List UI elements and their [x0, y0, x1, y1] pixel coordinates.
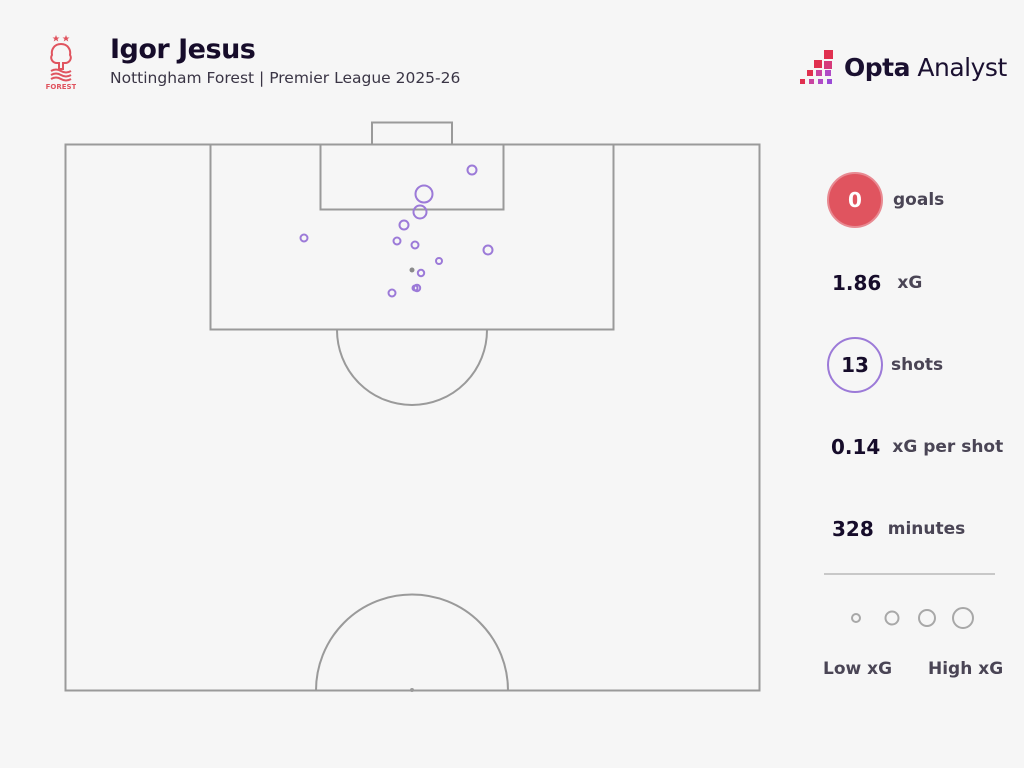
xg-per-shot-label: xG per shot [892, 437, 1004, 457]
stat-xg: 1.86 xG [832, 271, 922, 295]
shot-marker [410, 240, 420, 250]
center-circle [315, 593, 509, 691]
shot-marker [387, 288, 397, 298]
legend-circle-xs [851, 613, 861, 623]
team-season-subtitle: Nottingham Forest | Premier League 2025-… [110, 69, 461, 87]
shot-map-pitch [64, 121, 761, 692]
goal [371, 121, 453, 146]
stat-goals: 0 goals [827, 172, 944, 228]
legend-high-xg: High xG [928, 659, 1004, 679]
brand-name-light: Analyst [909, 53, 1007, 82]
shot-marker [416, 268, 426, 278]
shot-marker [482, 244, 494, 256]
goals-label: goals [893, 190, 945, 210]
shot-marker [392, 236, 402, 246]
shot-marker [412, 204, 428, 220]
svg-text:FOREST: FOREST [46, 83, 76, 90]
stat-shots: 13 shots [827, 337, 943, 393]
shot-marker [398, 219, 410, 231]
brand-name-bold: Opta [844, 53, 910, 82]
penalty-box [209, 143, 615, 331]
legend-circle-s [884, 610, 900, 626]
shot-marker [299, 233, 309, 243]
blocked-shot-dot [409, 267, 415, 273]
legend-circle-l [952, 607, 974, 629]
shot-marker [414, 184, 434, 204]
center-spot [410, 688, 414, 692]
stat-minutes: 328 minutes [832, 517, 965, 541]
goals-badge: 0 [827, 172, 883, 228]
shot-marker [435, 257, 443, 265]
opta-analyst-logo: Opta Analyst [798, 48, 1008, 88]
xg-size-legend [851, 607, 974, 629]
opta-logo-mark-icon [800, 50, 833, 84]
pitch-boundary [64, 143, 761, 692]
shot-marker [466, 164, 478, 176]
six-yard-box [319, 143, 505, 211]
legend-circle-m [918, 609, 936, 627]
club-crest-icon: FOREST [46, 35, 76, 90]
stat-xg-per-shot: 0.14 xG per shot [831, 435, 1003, 459]
player-name: Igor Jesus [110, 34, 256, 65]
stats-divider [824, 573, 995, 575]
xg-value: 1.86 [832, 271, 882, 295]
shots-label: shots [891, 355, 944, 375]
minutes-label: minutes [887, 519, 966, 539]
shot-marker [412, 283, 422, 293]
minutes-value: 328 [832, 517, 874, 541]
penalty-arc [336, 329, 488, 406]
xg-label: xG [897, 273, 923, 293]
shots-layer [299, 164, 494, 298]
xg-per-shot-value: 0.14 [831, 435, 881, 459]
shots-badge: 13 [827, 337, 883, 393]
legend-low-xg: Low xG [823, 659, 893, 679]
shot-marker [411, 284, 419, 292]
